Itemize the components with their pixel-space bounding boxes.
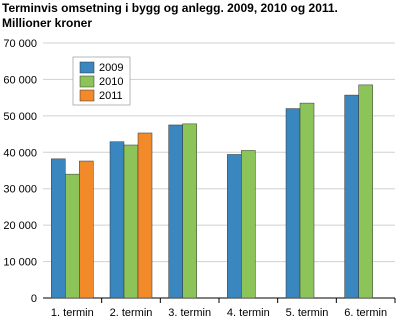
y-tick-label: 20 000 xyxy=(3,220,37,232)
x-tick-label: 4. termin xyxy=(227,307,270,319)
legend-swatch xyxy=(79,89,95,102)
bar xyxy=(79,160,94,299)
bar xyxy=(241,150,256,299)
legend-swatch xyxy=(79,75,95,88)
bar xyxy=(358,84,373,299)
legend-label: 2011 xyxy=(99,90,123,102)
y-tick-label: 10 000 xyxy=(3,257,37,269)
bar xyxy=(109,141,125,299)
bar xyxy=(344,94,359,299)
bar xyxy=(299,102,315,299)
x-tick-label: 5. termin xyxy=(286,307,329,319)
y-tick-label: 30 000 xyxy=(3,184,37,196)
x-tick-label: 1. termin xyxy=(51,307,94,319)
y-tick-label: 50 000 xyxy=(3,111,37,123)
bar xyxy=(51,158,66,299)
chart-subtitle: Millioner kroner xyxy=(2,16,92,30)
chart-title: Terminvis omsetning i bygg og anlegg. 20… xyxy=(2,1,338,15)
x-tick-label: 3. termin xyxy=(168,307,211,319)
bar xyxy=(137,132,153,299)
legend-swatch xyxy=(79,61,95,74)
x-tick-label: 2. termin xyxy=(110,307,153,319)
bar xyxy=(285,108,301,299)
bar xyxy=(65,173,80,299)
legend-label: 2010 xyxy=(99,76,123,88)
bar xyxy=(182,123,197,299)
bar xyxy=(123,144,139,299)
x-tick-label: 6. termin xyxy=(344,307,387,319)
legend-label: 2009 xyxy=(99,62,123,74)
bar xyxy=(168,124,183,299)
y-tick-label: 40 000 xyxy=(3,147,37,159)
y-tick-label: 0 xyxy=(31,293,37,305)
y-tick-label: 60 000 xyxy=(3,74,37,86)
bar xyxy=(227,154,242,299)
y-tick-label: 70 000 xyxy=(3,38,37,50)
